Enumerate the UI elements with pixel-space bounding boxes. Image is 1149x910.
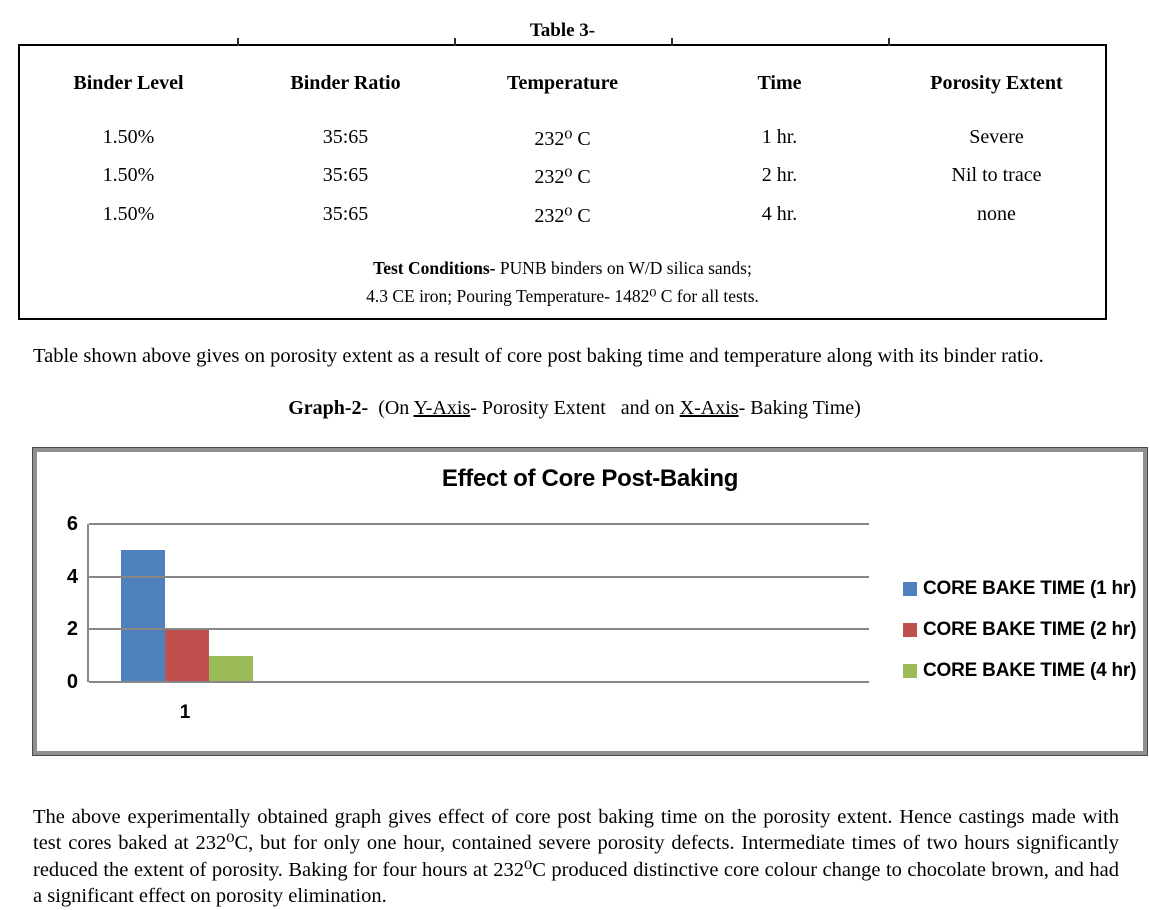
bar-series-3 bbox=[209, 655, 253, 682]
table3-row-2: 1.50% 35:65 232⁰ C 2 hr. Nil to trace bbox=[20, 164, 1105, 189]
column-tick-mark bbox=[454, 38, 456, 46]
table3: Binder Level Binder Ratio Temperature Time P… bbox=[18, 38, 1107, 320]
bar-series-2 bbox=[165, 629, 209, 682]
table3-cell: 1.50% bbox=[102, 203, 155, 225]
bar-series-1 bbox=[121, 550, 165, 682]
y-tick-label: 0 bbox=[66, 671, 78, 693]
table3-header-cell: Time bbox=[757, 72, 802, 94]
table3-cell: 1.50% bbox=[102, 164, 155, 186]
table3-cell: 1 hr. bbox=[761, 126, 798, 148]
legend-label: CORE BAKE TIME (4 hr) bbox=[923, 660, 1137, 681]
table3-cell: 35:65 bbox=[322, 126, 369, 148]
table3-cell: 35:65 bbox=[322, 203, 369, 225]
graph-caption: Graph-2- (On Y-Axis- Porosity Extent and… bbox=[0, 397, 1149, 420]
legend-swatch-icon bbox=[903, 623, 917, 637]
table3-row-3: 1.50% 35:65 232⁰ C 4 hr. none bbox=[20, 203, 1105, 228]
table3-row-1: 1.50% 35:65 232⁰ C 1 hr. Severe bbox=[20, 126, 1105, 151]
table3-cell: 35:65 bbox=[322, 164, 369, 186]
table3-cell: 2 hr. bbox=[761, 164, 798, 186]
bars-group bbox=[121, 524, 253, 682]
table3-cell: 232⁰ C bbox=[534, 205, 591, 227]
test-conditions-line1: Test Conditions- PUNB binders on W/D sil… bbox=[20, 258, 1105, 279]
bar-chart: Effect of Core Post-Baking 0 2 4 6 1 CORE B… bbox=[32, 447, 1148, 756]
graph-caption-text: - Baking Time) bbox=[738, 397, 861, 419]
legend-swatch-icon bbox=[903, 664, 917, 678]
gridline bbox=[89, 575, 869, 578]
graph-caption-xaxis: X-Axis bbox=[679, 397, 739, 419]
graph-caption-label: Graph-2- bbox=[288, 397, 369, 419]
column-tick-mark bbox=[237, 38, 239, 46]
gridline bbox=[89, 523, 869, 525]
table3-header-cell: Temperature bbox=[506, 72, 619, 94]
graph-description-paragraph: The above experimentally obtained graph … bbox=[33, 805, 1119, 908]
table3-cell: 232⁰ C bbox=[534, 166, 591, 188]
table3-caption: Table 3- bbox=[529, 20, 596, 41]
table3-cell: none bbox=[977, 203, 1016, 225]
graph-caption-text: (On bbox=[368, 397, 414, 419]
legend-item: CORE BAKE TIME (1 hr) bbox=[903, 578, 1136, 600]
chart-legend: CORE BAKE TIME (1 hr) CORE BAKE TIME (2 h… bbox=[903, 578, 1136, 682]
table3-cell: 4 hr. bbox=[761, 203, 798, 225]
column-tick-mark bbox=[888, 38, 890, 46]
y-tick-label: 4 bbox=[66, 565, 78, 588]
test-conditions-text: PUNB binders on W/D silica sands; bbox=[495, 258, 752, 278]
test-conditions-line2: 4.3 CE iron; Pouring Temperature- 1482⁰ … bbox=[366, 286, 759, 306]
legend-swatch-icon bbox=[903, 582, 917, 596]
table3-header-cell: Binder Ratio bbox=[290, 72, 401, 94]
legend-item: CORE BAKE TIME (4 hr) bbox=[903, 660, 1136, 682]
chart-plot: 0 2 4 6 bbox=[67, 513, 869, 693]
test-conditions-label: Test Conditions- bbox=[373, 258, 496, 278]
column-tick-mark bbox=[671, 38, 673, 46]
chart-title: Effect of Core Post-Baking bbox=[441, 465, 739, 492]
graph-caption-text: - Porosity Extent and on bbox=[470, 397, 680, 419]
table3-cell: 232⁰ C bbox=[534, 128, 591, 150]
y-tick-label: 2 bbox=[66, 618, 78, 641]
table3-cell: Nil to trace bbox=[951, 164, 1042, 186]
graph-caption-yaxis: Y-Axis bbox=[413, 397, 471, 419]
page: { "table3": { "caption": "Table 3-", "he… bbox=[0, 20, 1149, 907]
gridline bbox=[89, 628, 869, 631]
legend-item: CORE BAKE TIME (2 hr) bbox=[903, 619, 1136, 641]
table3-header-cell: Porosity Extent bbox=[930, 72, 1063, 94]
legend-label: CORE BAKE TIME (1 hr) bbox=[923, 578, 1137, 599]
legend-label: CORE BAKE TIME (2 hr) bbox=[923, 619, 1137, 640]
gridline bbox=[89, 681, 869, 683]
table-description-paragraph: Table shown above gives on porosity exte… bbox=[33, 344, 1044, 367]
table3-cell: Severe bbox=[969, 126, 1024, 148]
table3-cell: 1.50% bbox=[102, 126, 155, 148]
table3-header-cell: Binder Level bbox=[73, 72, 184, 94]
table3-header-row: Binder Level Binder Ratio Temperature Time P… bbox=[20, 72, 1105, 95]
x-axis-category-label: 1 bbox=[179, 702, 191, 723]
y-tick-label: 6 bbox=[66, 513, 78, 535]
